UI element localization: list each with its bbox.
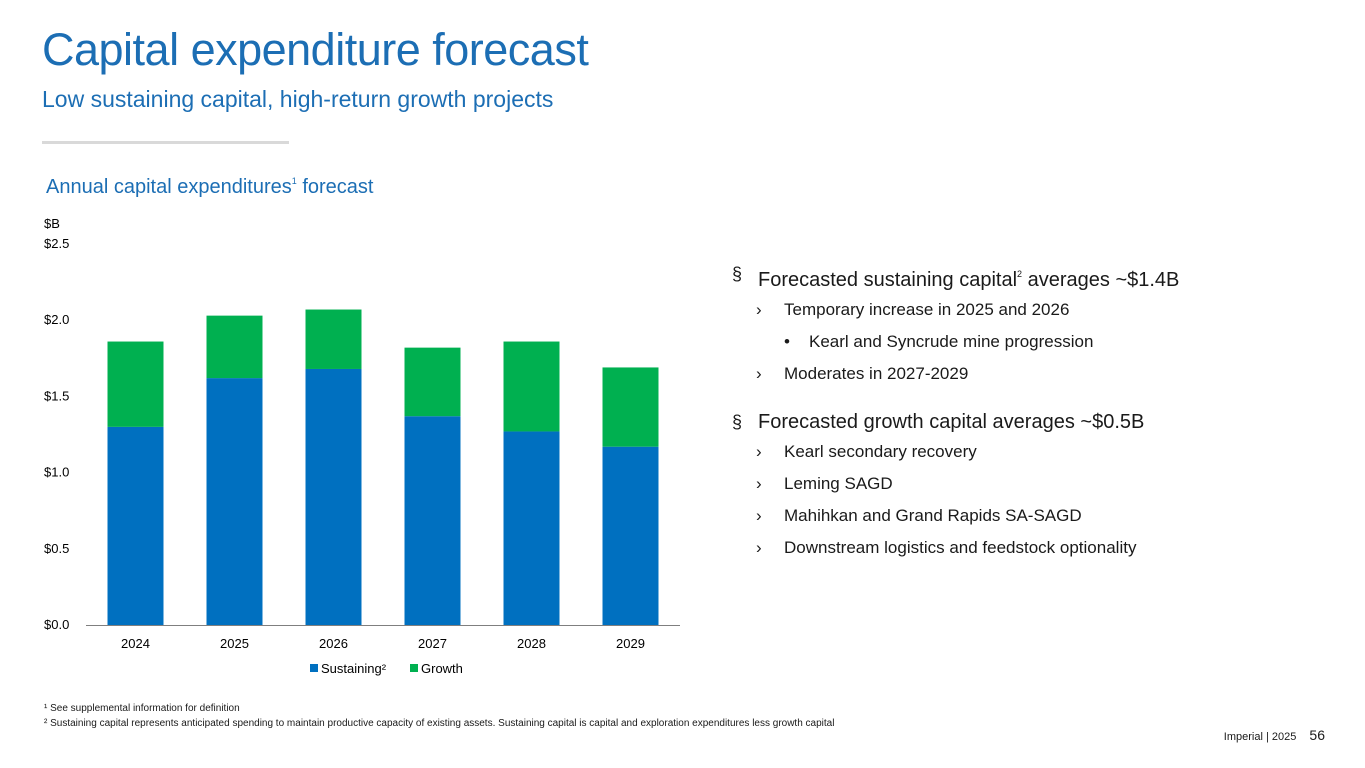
bullet-sustaining-tail: averages ~$1.4B [1022, 269, 1180, 291]
bullet-item: › Leming SAGD [732, 468, 1332, 500]
bullet-item-text: Leming SAGD [784, 474, 893, 493]
legend-label: Sustaining² [321, 661, 387, 676]
footnote-2: ² Sustaining capital represents anticipa… [44, 718, 835, 729]
bullet-sustaining-sup: 2 [1017, 269, 1023, 279]
bullet-item-text: Mahihkan and Grand Rapids SA-SAGD [784, 506, 1082, 525]
chevron-mark: › [756, 442, 762, 461]
bar-growth [602, 367, 659, 447]
title-divider [42, 141, 289, 144]
x-tick-label: 2026 [319, 636, 348, 651]
bullet-item-text: Temporary increase in 2025 and 2026 [784, 300, 1070, 319]
bar-growth [107, 341, 164, 427]
section-mark: § [732, 264, 743, 284]
bullet-subitem: • Kearl and Syncrude mine progression [732, 326, 1332, 358]
legend-swatch [410, 664, 418, 672]
section-mark: § [732, 412, 743, 432]
y-tick-label: $2.0 [44, 312, 69, 327]
y-tick-label: $0.0 [44, 617, 69, 632]
chevron-mark: › [756, 506, 762, 525]
footnote-1: ¹ See supplemental information for defin… [44, 703, 240, 714]
chart-title-suffix: forecast [302, 176, 374, 198]
bullet-growth: § Forecasted growth capital averages ~$0.… [732, 408, 1332, 436]
bullet-item-text: Downstream logistics and feedstock optio… [784, 538, 1137, 557]
bullet-growth-head: Forecasted growth capital averages ~$0.5… [758, 411, 1145, 433]
bar-growth [503, 341, 560, 432]
x-tick-label: 2025 [220, 636, 249, 651]
x-tick-label: 2028 [517, 636, 546, 651]
bar-sustaining [107, 426, 164, 625]
footer-separator: | [1265, 731, 1269, 743]
chart-title-text: Annual capital expenditures [46, 176, 292, 198]
footer: Imperial | 2025 56 [1224, 727, 1325, 743]
bar-sustaining [503, 431, 560, 625]
bar-sustaining [305, 368, 362, 625]
bullet-subitem-text: Kearl and Syncrude mine progression [809, 332, 1094, 351]
bar-sustaining [404, 416, 461, 625]
legend-swatch [310, 664, 318, 672]
x-tick-label: 2024 [121, 636, 150, 651]
legend-label: Growth [421, 661, 463, 676]
page-subtitle: Low sustaining capital, high-return grow… [42, 86, 554, 112]
y-tick-label: $2.5 [44, 236, 69, 251]
bullet-item: › Downstream logistics and feedstock opti… [732, 532, 1332, 564]
y-tick-label: $1.0 [44, 465, 69, 480]
dot-mark: • [784, 332, 790, 351]
bar-sustaining [602, 446, 659, 625]
chart-title-sup: 1 [291, 176, 297, 186]
bullet-item-text: Moderates in 2027-2029 [784, 364, 969, 383]
page-title: Capital expenditure forecast [42, 24, 589, 75]
chevron-mark: › [756, 474, 762, 493]
stacked-bar-chart: $B $0.0 $0.5 $1.0 $1.5 $2.0 $2.5 2024 2025 2026 20… [44, 216, 680, 676]
bar-sustaining [206, 378, 263, 625]
chevron-mark: › [756, 538, 762, 557]
bar-growth [305, 309, 362, 369]
bullet-item-text: Kearl secondary recovery [784, 442, 977, 461]
chart-title: Annual capital expenditures1 forecast [46, 176, 373, 199]
x-tick-label: 2029 [616, 636, 645, 651]
bullet-item: › Mahihkan and Grand Rapids SA-SAGD [732, 500, 1332, 532]
bullet-item: › Temporary increase in 2025 and 2026 [732, 294, 1332, 326]
chevron-mark: › [756, 300, 762, 319]
page-number: 56 [1309, 727, 1325, 743]
footer-company: Imperial [1223, 731, 1263, 743]
chevron-mark: › [756, 364, 762, 383]
bullet-item: › Kearl secondary recovery [732, 436, 1332, 468]
footnotes: ¹ See supplemental information for defin… [44, 701, 834, 731]
bullet-sustaining: § Forecasted sustaining capital2 averages… [732, 260, 1332, 294]
x-tick-label: 2027 [418, 636, 447, 651]
y-tick-label: $0.5 [44, 541, 69, 556]
bullet-item: › Moderates in 2027-2029 [732, 358, 1332, 390]
bullet-sustaining-head: Forecasted sustaining capital [758, 269, 1018, 291]
y-axis-unit-label: $B [44, 216, 60, 231]
bar-growth [206, 315, 263, 379]
footer-year: 2025 [1271, 731, 1297, 743]
bar-growth [404, 347, 461, 417]
y-tick-label: $1.5 [44, 388, 69, 403]
bullet-list: § Forecasted sustaining capital2 averages… [732, 260, 1332, 564]
